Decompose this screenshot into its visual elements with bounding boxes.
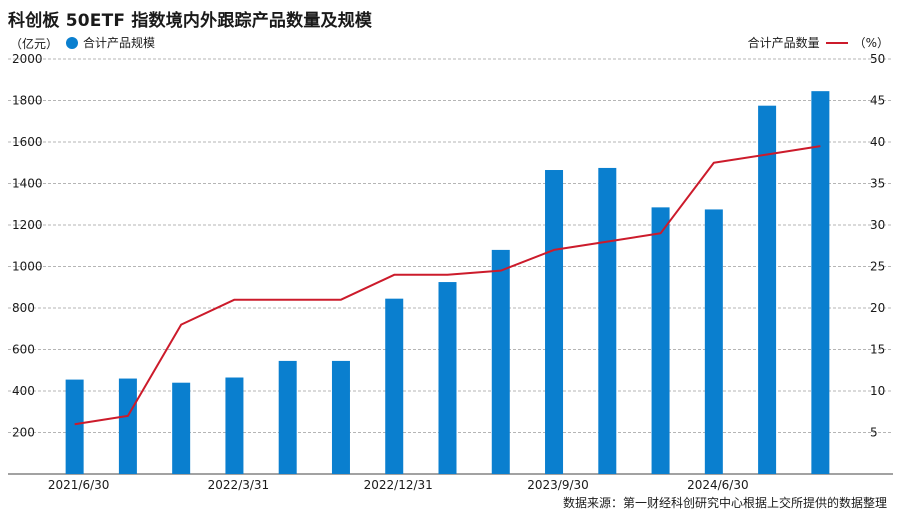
bar	[331, 360, 350, 474]
bar	[598, 167, 617, 474]
x-axis-tick-label: 2022/12/31	[364, 478, 433, 492]
bar	[65, 379, 84, 474]
bar	[811, 91, 830, 474]
legend-line-series: 合计产品数量 （%）	[748, 34, 889, 51]
left-axis-tick-label: 1600	[12, 135, 43, 149]
right-axis-tick-label: 50	[870, 52, 885, 66]
left-axis-unit: （亿元）	[10, 37, 59, 51]
bar	[385, 298, 404, 474]
bar	[491, 249, 510, 474]
right-axis-tick-label: 10	[870, 384, 885, 398]
left-axis-tick-label: 1000	[12, 260, 43, 274]
legend-line-label: 合计产品数量	[747, 36, 820, 50]
legend-bar-label: 合计产品规模	[83, 36, 156, 50]
data-source-note: 数据来源：第一财经科创研究中心根据上交所提供的数据整理	[562, 496, 887, 510]
bar	[438, 282, 457, 474]
x-axis-tick-label: 2021/6/30	[48, 478, 110, 492]
left-axis-tick-label: 1200	[12, 218, 43, 232]
left-axis-tick-label: 600	[12, 343, 35, 357]
left-axis-tick-label: 1800	[12, 94, 43, 108]
right-axis-tick-label: 5	[870, 426, 878, 440]
right-axis-tick-label: 45	[870, 94, 885, 108]
left-axis-tick-label: 800	[12, 301, 35, 315]
x-axis-tick-label: 2022/3/31	[208, 478, 270, 492]
bar	[651, 207, 670, 475]
right-axis-unit: （%）	[853, 36, 889, 50]
legend-bar-swatch	[66, 36, 78, 49]
left-axis-tick-label: 400	[12, 384, 35, 398]
bar	[225, 377, 244, 474]
bar	[704, 209, 723, 474]
bar	[118, 378, 137, 474]
x-axis-tick-label: 2024/6/30	[687, 478, 749, 492]
left-axis-tick-label: 2000	[12, 52, 43, 66]
legend-bar-series: 合计产品规模	[66, 34, 155, 51]
right-axis-tick-label: 30	[870, 218, 885, 232]
right-axis-tick-label: 25	[870, 260, 885, 274]
right-axis-tick-label: 15	[870, 343, 885, 357]
bar	[278, 360, 297, 474]
x-axis-tick-label: 2023/9/30	[527, 478, 589, 492]
right-axis-tick-label: 35	[870, 177, 885, 191]
bar	[758, 105, 777, 474]
right-axis-tick-label: 20	[870, 301, 885, 315]
left-axis-tick-label: 200	[12, 426, 35, 440]
chart-title: 科创板 50ETF 指数境内外跟踪产品数量及规模	[8, 11, 373, 31]
legend-line-swatch	[825, 41, 848, 44]
right-axis-tick-label: 40	[870, 135, 885, 149]
left-axis-tick-label: 1400	[12, 177, 43, 191]
bar	[172, 382, 191, 474]
bar	[545, 170, 564, 474]
